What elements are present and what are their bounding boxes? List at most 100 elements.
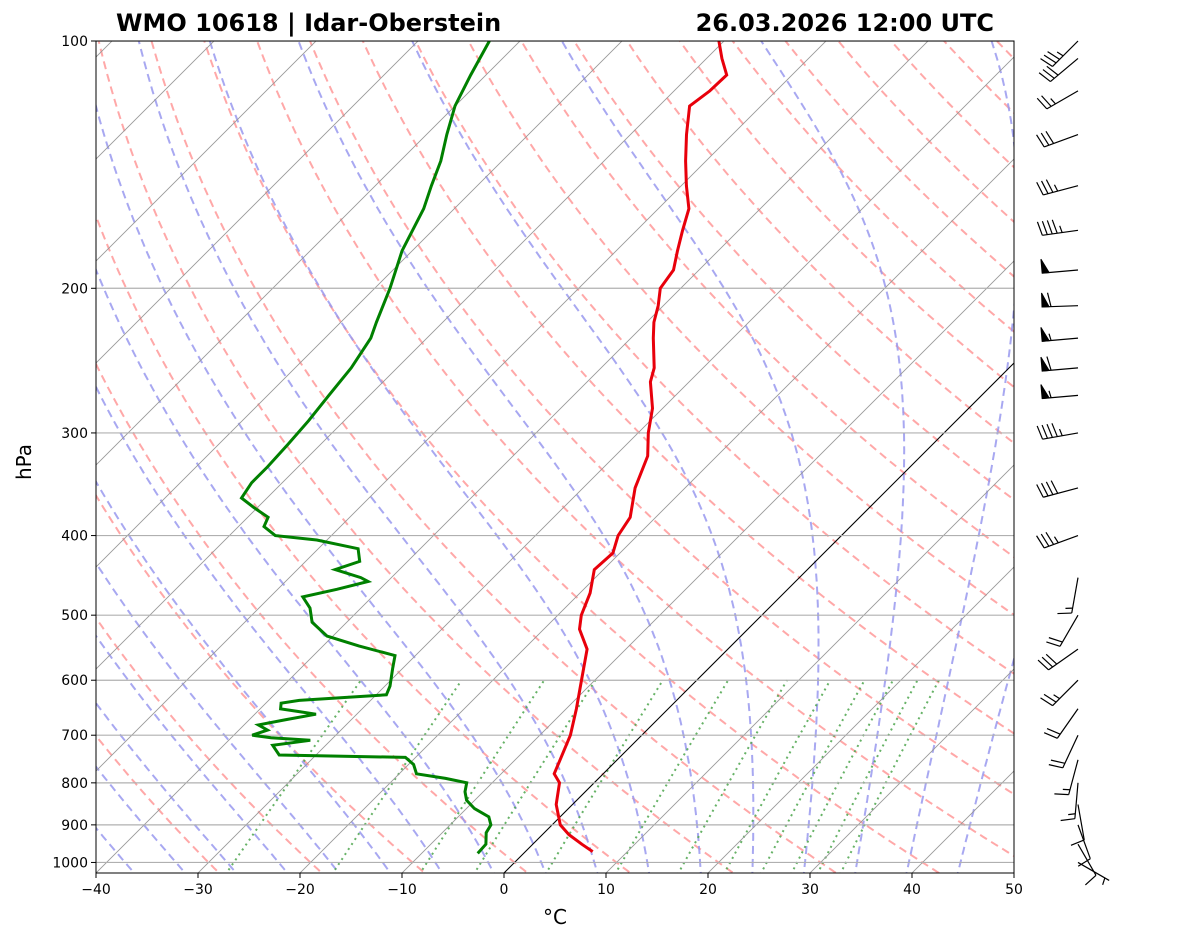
y-tick-label: 1000 bbox=[52, 855, 88, 871]
moist-adiabat bbox=[411, 41, 755, 873]
mixing-ratio-line bbox=[331, 679, 463, 873]
mixing-ratio-line bbox=[419, 679, 546, 873]
wind-barb bbox=[1077, 843, 1097, 886]
moist-adiabat bbox=[760, 41, 906, 873]
isotherm bbox=[1013, 872, 1014, 873]
dry-adiabat bbox=[467, 41, 1014, 617]
isotherm bbox=[401, 260, 1014, 873]
isotherm bbox=[96, 41, 521, 466]
x-tick-label: −10 bbox=[387, 882, 417, 898]
wind-barb bbox=[1036, 532, 1079, 549]
wind-barb bbox=[1054, 759, 1079, 796]
moist-adiabat bbox=[905, 41, 1014, 873]
wind-barbs bbox=[1036, 40, 1110, 886]
plot-area bbox=[0, 3, 1181, 880]
dry-adiabat bbox=[203, 41, 941, 873]
x-axis-label: °C bbox=[543, 905, 567, 929]
dry-adiabat bbox=[678, 41, 1014, 389]
dry-adiabat bbox=[97, 41, 736, 873]
isotherm bbox=[299, 158, 1014, 873]
wind-barb bbox=[1041, 292, 1079, 308]
isotherms bbox=[0, 3, 1014, 879]
isotherm bbox=[96, 41, 317, 262]
dry-adiabat bbox=[150, 41, 839, 873]
moist-adiabat bbox=[96, 634, 289, 873]
chart-title-datetime: 26.03.2026 12:00 UTC bbox=[696, 9, 994, 37]
mixing-ratio-line bbox=[839, 679, 940, 873]
mixing-ratio-line bbox=[545, 679, 664, 873]
moist-adiabat bbox=[96, 102, 547, 873]
dry-adiabat bbox=[414, 41, 1014, 675]
wind-barb bbox=[1060, 782, 1079, 822]
plot-frame bbox=[95, 40, 1015, 874]
isotherm bbox=[0, 3, 48, 879]
y-tick-label: 600 bbox=[61, 673, 88, 689]
x-tick-label: −40 bbox=[81, 882, 111, 898]
dry-adiabat bbox=[1136, 23, 1181, 880]
dry-adiabat bbox=[308, 41, 1014, 796]
isotherm bbox=[605, 464, 1014, 873]
wind-barb bbox=[1077, 824, 1091, 867]
moist-adiabats bbox=[96, 41, 1014, 873]
temperature-line bbox=[552, 41, 729, 853]
x-tick-label: 20 bbox=[699, 882, 717, 898]
isotherm bbox=[96, 41, 215, 160]
y-tick-label: 200 bbox=[61, 281, 88, 297]
wind-barb bbox=[1043, 708, 1079, 739]
wind-barb bbox=[1040, 258, 1079, 274]
isotherm bbox=[96, 41, 623, 568]
wind-barb bbox=[1038, 57, 1079, 83]
x-tick-label: 0 bbox=[500, 882, 509, 898]
wind-barb bbox=[1040, 356, 1079, 372]
wind-barb bbox=[1040, 40, 1079, 67]
wind-barb bbox=[1040, 384, 1079, 400]
isotherm bbox=[707, 566, 1014, 873]
isotherm bbox=[96, 41, 725, 670]
dry-adiabat bbox=[625, 41, 1014, 445]
y-tick-label: 300 bbox=[61, 426, 88, 442]
wind-barb bbox=[1040, 327, 1079, 342]
moist-adiabat bbox=[297, 41, 702, 873]
wind-barb bbox=[1036, 179, 1079, 196]
wind-barb bbox=[1036, 131, 1079, 148]
wind-barb bbox=[1046, 614, 1079, 647]
y-tick-label: 400 bbox=[61, 529, 88, 545]
dry-adiabats bbox=[96, 23, 1181, 880]
dry-adiabat bbox=[96, 213, 633, 873]
dry-adiabat bbox=[96, 616, 324, 873]
x-tick-label: 50 bbox=[1005, 882, 1023, 898]
dry-adiabat bbox=[572, 41, 1014, 501]
dry-adiabat bbox=[889, 41, 1014, 169]
y-tick-label: 700 bbox=[61, 728, 88, 744]
pressure-gridlines bbox=[96, 41, 1014, 864]
moist-adiabat bbox=[96, 267, 495, 873]
mixing-ratio-line bbox=[760, 679, 866, 873]
dry-adiabat bbox=[361, 41, 1014, 735]
x-tick-label: 10 bbox=[597, 882, 615, 898]
dry-adiabat bbox=[1032, 23, 1181, 880]
chart-title-station: WMO 10618 | Idar-Oberstein bbox=[116, 9, 501, 37]
dry-adiabat bbox=[837, 41, 1014, 224]
y-axis-label: hPa bbox=[12, 444, 36, 480]
moist-adiabat bbox=[208, 41, 651, 873]
wind-barb bbox=[1037, 648, 1079, 671]
y-tick-label: 800 bbox=[61, 776, 88, 792]
moist-adiabat bbox=[96, 701, 238, 873]
isotherm bbox=[96, 41, 419, 364]
dry-adiabat bbox=[96, 361, 530, 873]
dry-adiabat bbox=[96, 493, 427, 873]
moist-adiabat bbox=[96, 384, 444, 873]
zero-isotherm bbox=[503, 362, 1014, 873]
wind-barb bbox=[1057, 577, 1079, 615]
dry-adiabat bbox=[1084, 23, 1181, 880]
mixing-ratio-lines bbox=[225, 679, 940, 873]
moist-adiabat bbox=[561, 41, 820, 873]
wind-barb bbox=[1036, 423, 1079, 440]
isotherm bbox=[809, 668, 1014, 873]
y-axis: 100 200 300 400 500 600 700 800 900 1000 bbox=[52, 34, 96, 871]
dry-adiabat bbox=[96, 734, 221, 873]
y-tick-label: 900 bbox=[61, 818, 88, 834]
mixing-ratio-line bbox=[790, 679, 894, 873]
wind-barb bbox=[1036, 480, 1079, 498]
